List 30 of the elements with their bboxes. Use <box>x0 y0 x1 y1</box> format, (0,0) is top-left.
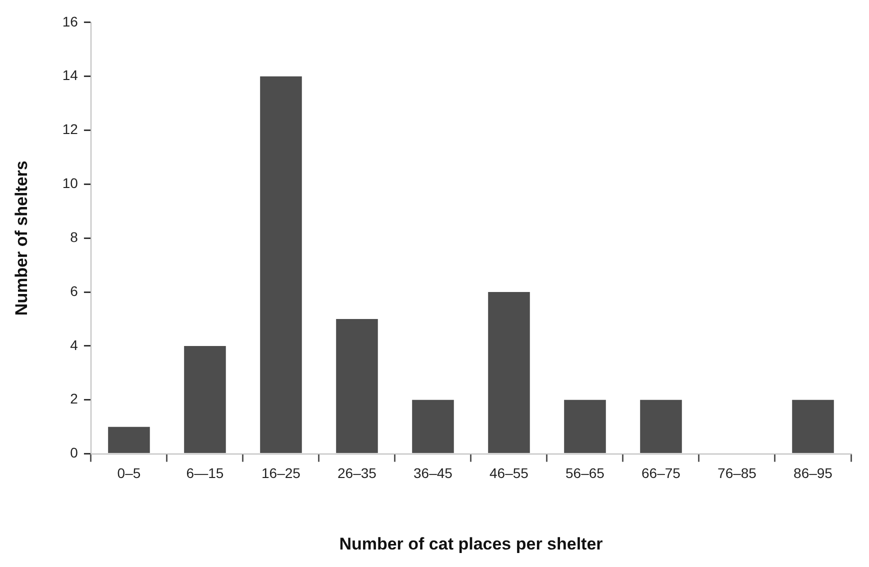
bar <box>336 318 378 454</box>
bar <box>184 346 226 454</box>
x-tick-label: 26–35 <box>338 465 377 482</box>
x-tick-label: 36–45 <box>414 465 453 482</box>
bar <box>564 400 606 454</box>
bar <box>412 400 454 454</box>
x-tick-label: 66–75 <box>642 465 681 482</box>
bar <box>488 292 530 454</box>
x-tick-label: 76–85 <box>718 465 757 482</box>
x-tick-label: 46–55 <box>490 465 529 482</box>
y-tick-label: 4 <box>70 336 78 353</box>
y-tick-label: 10 <box>62 175 78 192</box>
x-tick-label: 56–65 <box>566 465 605 482</box>
y-tick-label: 14 <box>62 67 78 84</box>
bar <box>260 76 302 454</box>
y-tick-label: 8 <box>70 228 78 245</box>
y-tick-label: 16 <box>62 13 78 30</box>
x-tick-label: 6—15 <box>186 465 224 482</box>
y-axis-title: Number of shelters <box>12 160 31 316</box>
y-tick-label: 2 <box>70 390 78 407</box>
x-tick-label: 0–5 <box>117 465 141 482</box>
bar <box>108 426 150 454</box>
bar <box>640 400 682 454</box>
y-tick-label: 12 <box>62 121 78 138</box>
x-tick-label: 16–25 <box>262 465 301 482</box>
x-tick-label: 86–95 <box>794 465 833 482</box>
bar <box>792 400 834 454</box>
x-axis-title: Number of cat places per shelter <box>339 534 604 554</box>
y-tick-label: 6 <box>70 282 78 299</box>
y-tick-label: 0 <box>70 444 78 461</box>
